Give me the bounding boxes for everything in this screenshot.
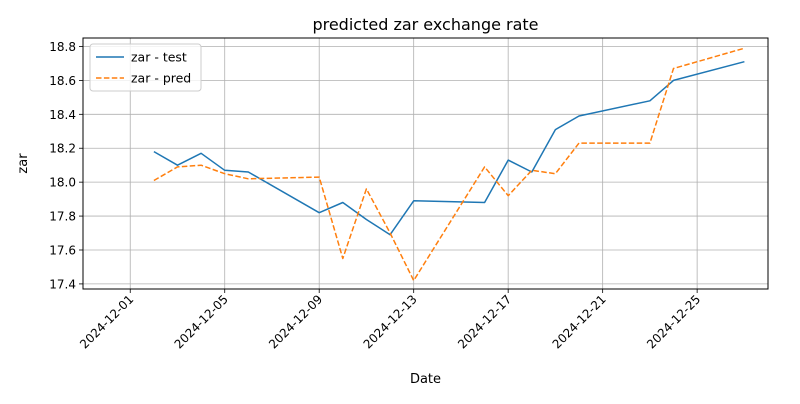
y-tick-label: 18.2 [49, 142, 76, 156]
x-tick-label: 2024-12-13 [361, 292, 420, 351]
y-tick-label: 17.8 [49, 210, 76, 224]
legend: zar - test zar - pred [89, 43, 202, 92]
y-tick-label: 17.6 [49, 243, 76, 257]
y-tick-label: 17.4 [49, 277, 76, 291]
series-line [153, 47, 745, 282]
series-line [153, 60, 745, 236]
legend-label: zar - test [131, 50, 187, 65]
legend-label: zar - pred [131, 71, 191, 86]
x-tick-label: 2024-12-05 [172, 292, 231, 351]
chart-title: predicted zar exchange rate [312, 15, 538, 34]
legend-box [89, 43, 202, 92]
x-tick-label: 2024-12-21 [550, 292, 609, 351]
x-axis-label: Date [410, 372, 441, 387]
series-lines [153, 47, 745, 282]
y-tick-label: 18.0 [49, 176, 76, 190]
y-tick-label: 18.8 [49, 40, 76, 54]
y-tick-label: 18.4 [49, 108, 76, 122]
y-axis-label: zar [16, 153, 31, 174]
x-tick-label: 2024-12-01 [77, 292, 136, 351]
x-tick-label: 2024-12-17 [455, 292, 514, 351]
x-tick-label: 2024-12-25 [644, 292, 703, 351]
plot-frame [82, 37, 769, 290]
x-tick-label: 2024-12-09 [266, 292, 325, 351]
y-tick-label: 18.6 [49, 74, 76, 88]
